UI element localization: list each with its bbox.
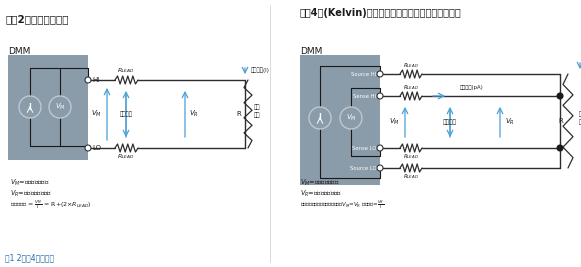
- Bar: [8, 55, 88, 160]
- Text: 传感电流(pA): 传感电流(pA): [460, 85, 484, 91]
- Text: $V_M$=仪表测得的电压: $V_M$=仪表测得的电压: [300, 178, 340, 188]
- Text: 引线电阻: 引线电阻: [443, 119, 457, 125]
- Text: $R_{LEAD}$: $R_{LEAD}$: [403, 172, 419, 182]
- Circle shape: [377, 93, 383, 99]
- Text: $V_M$: $V_M$: [346, 113, 356, 123]
- Text: $V_R$: $V_R$: [505, 117, 515, 127]
- Text: 典型2线电阻测量设置: 典型2线电阻测量设置: [5, 14, 69, 24]
- Text: R: R: [236, 111, 241, 117]
- Text: I: I: [28, 103, 31, 112]
- Text: $R_{LEAD}$: $R_{LEAD}$: [117, 152, 135, 162]
- Text: $V_M$: $V_M$: [389, 117, 400, 127]
- Circle shape: [340, 107, 362, 129]
- Text: $V_M$: $V_M$: [55, 102, 66, 112]
- Text: I: I: [318, 113, 321, 123]
- Circle shape: [377, 71, 383, 77]
- Text: DMM: DMM: [8, 47, 30, 56]
- Text: 图1 2线和4线示意图: 图1 2线和4线示意图: [5, 253, 54, 262]
- Text: 测试电流(I): 测试电流(I): [250, 67, 270, 73]
- Text: $V_R$=经过被测件的电压: $V_R$=经过被测件的电压: [10, 189, 52, 199]
- Text: $R_{LEAD}$: $R_{LEAD}$: [117, 66, 135, 76]
- Text: HI: HI: [92, 77, 99, 83]
- Text: Source HI: Source HI: [351, 72, 376, 77]
- Text: 测得的电阻 = $\frac{V_M}{I}$ = R+(2×$R_{LEAD}$): 测得的电阻 = $\frac{V_M}{I}$ = R+(2×$R_{LEAD}…: [10, 199, 92, 211]
- Text: R: R: [558, 118, 563, 124]
- Circle shape: [49, 96, 71, 118]
- Circle shape: [85, 77, 91, 83]
- Text: $V_M$=仪表测得的电压: $V_M$=仪表测得的电压: [10, 178, 49, 188]
- Circle shape: [85, 145, 91, 151]
- Circle shape: [19, 96, 41, 118]
- Bar: [300, 55, 380, 185]
- Text: $V_R$=经过被测件的电压: $V_R$=经过被测件的电压: [300, 189, 342, 199]
- Text: $R_{LEAD}$: $R_{LEAD}$: [403, 84, 419, 92]
- Text: Source LO: Source LO: [350, 166, 376, 171]
- Text: 被测
电阻: 被测 电阻: [579, 112, 581, 124]
- Circle shape: [377, 145, 383, 151]
- Text: Sense HI: Sense HI: [353, 93, 376, 99]
- Text: 使用4线(Kelvin)连接方法可以降低测试线电阻的影响: 使用4线(Kelvin)连接方法可以降低测试线电阻的影响: [300, 8, 462, 18]
- Text: LO: LO: [92, 145, 101, 151]
- Text: 引线电阻: 引线电阻: [120, 111, 132, 117]
- Text: 被测
电阻: 被测 电阻: [254, 104, 260, 117]
- Circle shape: [377, 165, 383, 171]
- Text: $V_M$: $V_M$: [91, 109, 102, 119]
- Text: $R_{LEAD}$: $R_{LEAD}$: [403, 62, 419, 70]
- Text: 因为传感电流可以忽略不计，所以$V_M$=$V_R$ 测得电阻=$\frac{V_M}{I}$: 因为传感电流可以忽略不计，所以$V_M$=$V_R$ 测得电阻=$\frac{V…: [300, 199, 384, 211]
- Text: Sense LO: Sense LO: [352, 146, 376, 151]
- Circle shape: [557, 93, 563, 99]
- Circle shape: [309, 107, 331, 129]
- Text: DMM: DMM: [300, 47, 322, 56]
- Text: $R_{LEAD}$: $R_{LEAD}$: [403, 152, 419, 162]
- Circle shape: [557, 145, 563, 151]
- Text: $V_R$: $V_R$: [189, 109, 199, 119]
